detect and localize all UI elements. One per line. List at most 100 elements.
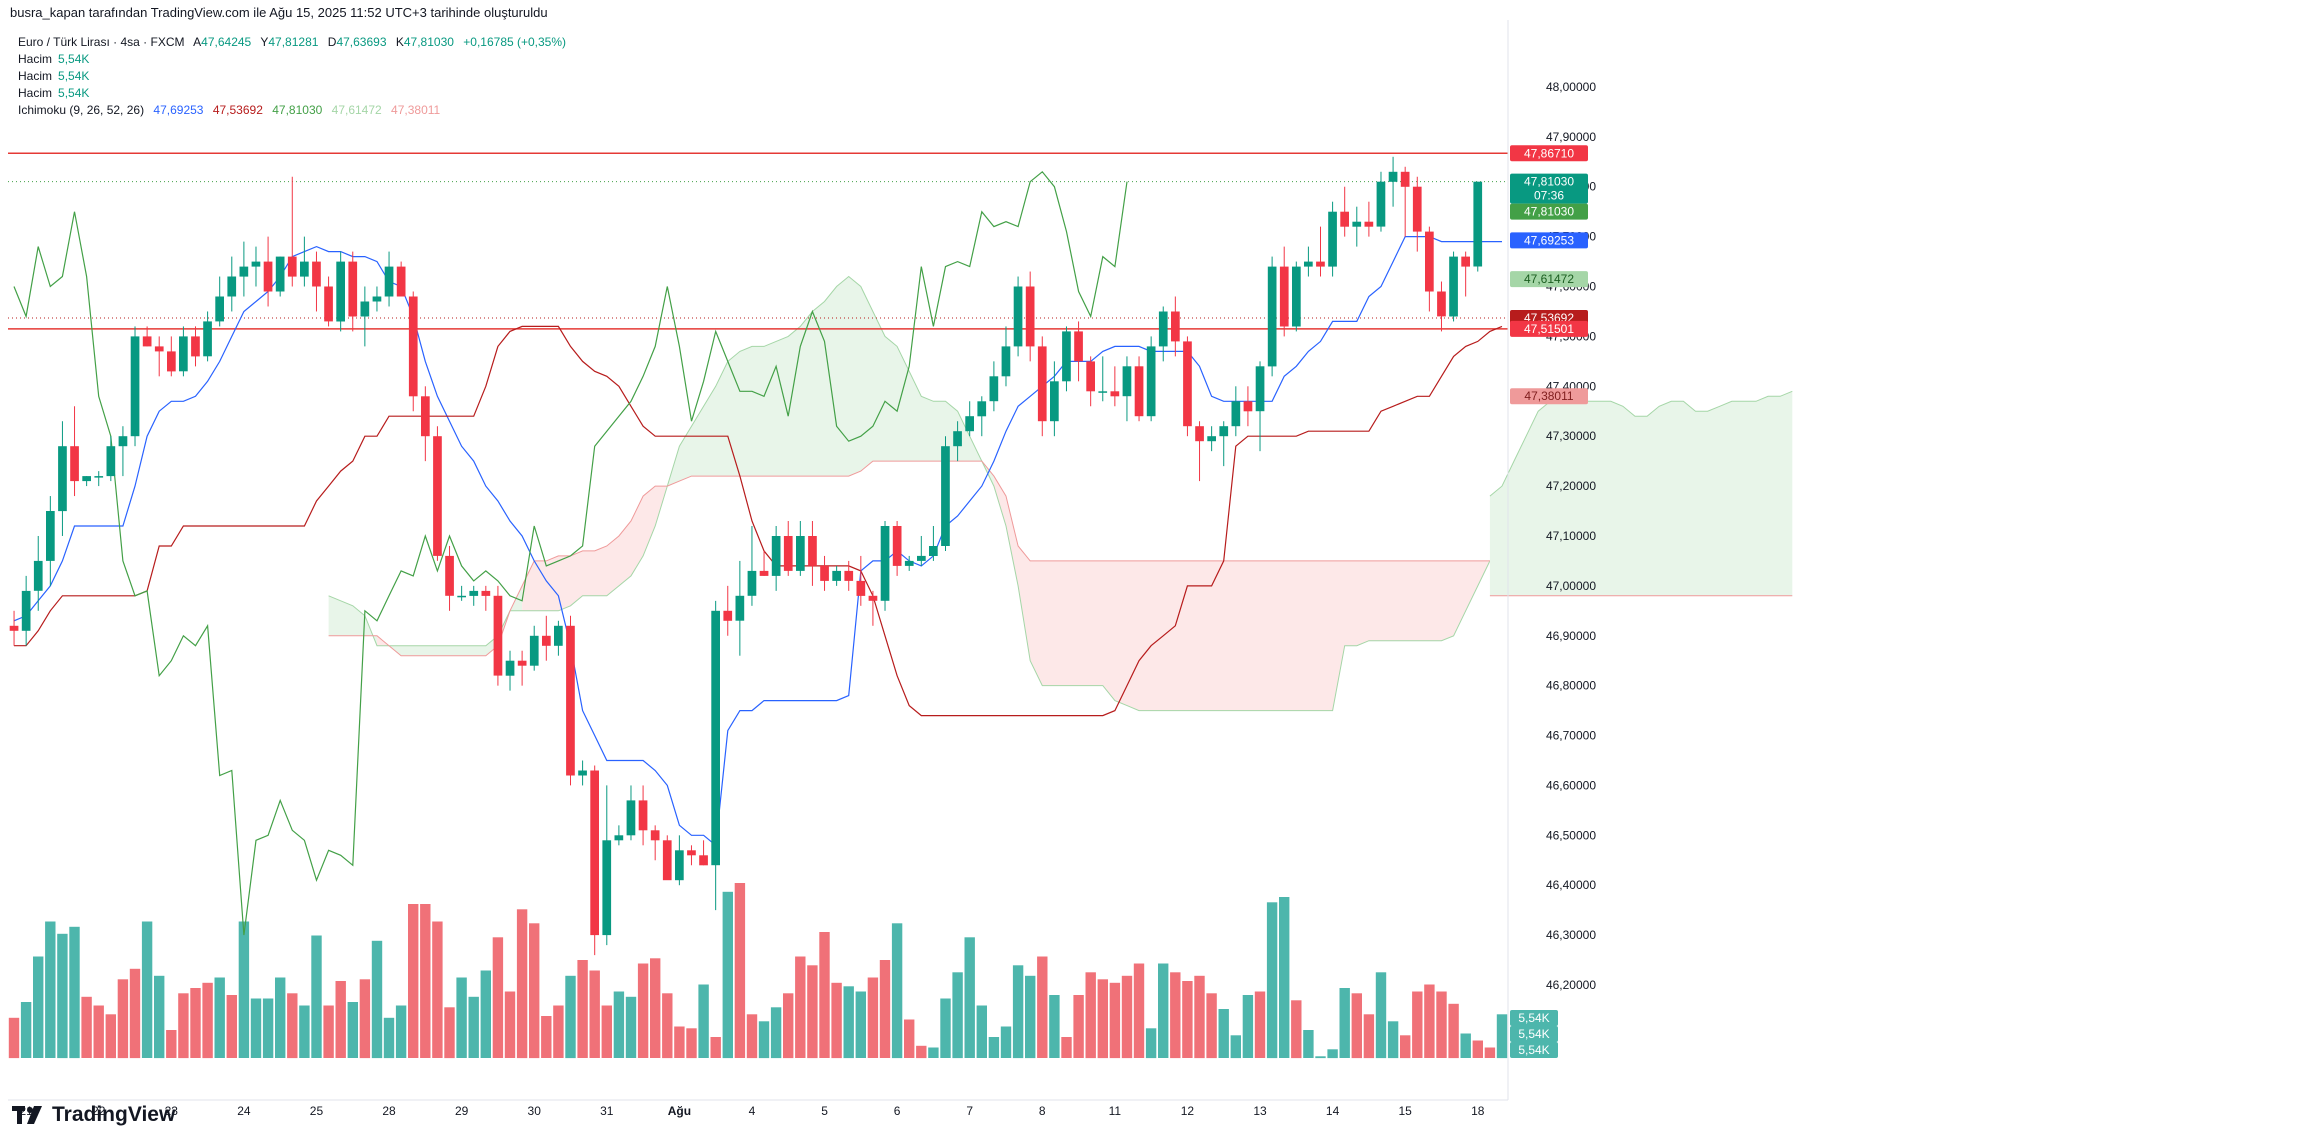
- ichimoku-lines: [13, 170, 1503, 936]
- ichimoku-value-4: 47,61472: [331, 103, 382, 117]
- price-tick-label: 46,70000: [1546, 729, 1596, 743]
- volume-bar: [93, 1005, 104, 1058]
- price-tag-bg: [1510, 271, 1588, 288]
- cloud-segment: [328, 595, 377, 646]
- candle-body: [82, 476, 91, 482]
- volume-bar: [81, 996, 92, 1058]
- price-tag: 47,86710: [1510, 145, 1588, 162]
- price-tag-bg: [1510, 320, 1588, 337]
- candle-body: [469, 590, 479, 596]
- volume-row-3[interactable]: Hacim 5,54K: [18, 86, 90, 100]
- volume-bar: [1387, 1021, 1399, 1059]
- price-tag-label: 47,81030: [1524, 205, 1574, 219]
- ichimoku-row[interactable]: Ichimoku (9, 26, 52, 26) 47,69253 47,536…: [18, 103, 441, 117]
- tradingview-logo[interactable]: TradingView: [12, 1103, 175, 1127]
- volume-bar: [178, 993, 189, 1059]
- volume-bar: [347, 1002, 358, 1058]
- volume-bar: [250, 998, 262, 1058]
- candle-body: [1425, 231, 1434, 292]
- candle-body: [542, 635, 551, 646]
- volume-bar: [1315, 1056, 1326, 1059]
- time-tick-label: 22: [92, 1104, 106, 1118]
- candle-body: [602, 840, 612, 936]
- volume-bar: [637, 963, 649, 1058]
- chart-caption: busra_kapan tarafından TradingView.com i…: [10, 5, 548, 20]
- candle-body: [566, 625, 575, 776]
- volume-bar: [1158, 963, 1169, 1058]
- senkou-span-b: [328, 460, 1502, 657]
- chikou-line: [13, 170, 1128, 936]
- candle-body: [1388, 171, 1398, 182]
- candle-body: [759, 570, 769, 576]
- low-label: D47,63693: [327, 35, 387, 49]
- volume-row-2[interactable]: Hacim 5,54K: [18, 69, 90, 83]
- time-tick-label: 11: [1109, 1104, 1122, 1118]
- candle-body: [723, 610, 733, 621]
- candle-body: [1461, 256, 1470, 267]
- volume-tag-bg: [1510, 1042, 1558, 1058]
- volume-bar: [722, 891, 733, 1059]
- volume-bar: [190, 988, 201, 1058]
- price-tag-time: 07:36: [1534, 189, 1564, 203]
- price-tick-label: 47,90000: [1546, 130, 1596, 144]
- volume-bar: [613, 991, 625, 1058]
- candle-body: [21, 590, 31, 631]
- candle-body: [408, 296, 418, 397]
- volume-bar: [1484, 1047, 1496, 1058]
- volume-bar: [855, 991, 866, 1058]
- tradingview-logo-icon: [12, 1106, 42, 1124]
- candle-body: [1231, 401, 1241, 427]
- volume-bar: [432, 921, 443, 1058]
- symbol-row: Euro / Türk Lirası · 4sa · FXCM A47,6424…: [18, 34, 572, 51]
- candle-body: [1412, 186, 1422, 232]
- candle-body: [203, 321, 212, 357]
- candle-body: [965, 416, 974, 432]
- volume-bar: [891, 923, 903, 1059]
- volume-bar: [1266, 902, 1278, 1059]
- ichimoku-value-3: 47,81030: [272, 103, 323, 117]
- volume-bar: [1436, 991, 1447, 1058]
- volume-bar: [1412, 991, 1423, 1058]
- volume-bar: [1472, 1040, 1483, 1058]
- volume-bar: [1037, 956, 1048, 1058]
- candle-body: [977, 401, 987, 417]
- price-tag-bg: [1510, 145, 1588, 162]
- cloud-segment: [1489, 391, 1793, 596]
- price-tag: 47,38011: [1510, 388, 1588, 405]
- volume-bar: [480, 970, 491, 1058]
- volume-row-1[interactable]: Hacim 5,54K: [18, 52, 90, 66]
- candle-body: [360, 301, 370, 317]
- volume-bar: [105, 1014, 116, 1059]
- volume-tag: 5,54K: [1510, 1042, 1558, 1058]
- candle-body: [9, 625, 19, 631]
- candle-body: [735, 595, 745, 621]
- volume-bar: [1133, 963, 1145, 1058]
- candle-body: [1340, 211, 1349, 227]
- candle-body: [505, 660, 515, 676]
- volume-bar: [492, 937, 504, 1058]
- ichimoku-value-5: 47,38011: [391, 103, 441, 117]
- candle-body: [892, 526, 902, 566]
- volume-bar: [843, 986, 854, 1059]
- volume-bar: [577, 960, 588, 1058]
- candle-body: [783, 536, 793, 571]
- price-tick-label: 47,10000: [1546, 529, 1596, 543]
- volume-bar: [650, 958, 661, 1058]
- candle-body: [529, 635, 539, 666]
- price-tag: 47,51501: [1510, 320, 1588, 337]
- senkou-span-a: [328, 275, 1503, 712]
- volume-bar: [1242, 995, 1254, 1058]
- symbol-label[interactable]: Euro / Türk Lirası · 4sa · FXCM: [18, 35, 185, 49]
- candle-body: [650, 830, 660, 841]
- candle-body: [1473, 181, 1483, 267]
- volume-bar: [1230, 1035, 1241, 1059]
- senkou-span-a: [1489, 390, 1793, 497]
- time-tick-label: 29: [455, 1104, 469, 1118]
- price-tick-label: 46,40000: [1546, 878, 1596, 892]
- candle-body: [904, 560, 914, 566]
- price-tick-label: 48,00000: [1546, 80, 1596, 94]
- volume-bar: [589, 970, 600, 1058]
- candle-body: [263, 261, 273, 292]
